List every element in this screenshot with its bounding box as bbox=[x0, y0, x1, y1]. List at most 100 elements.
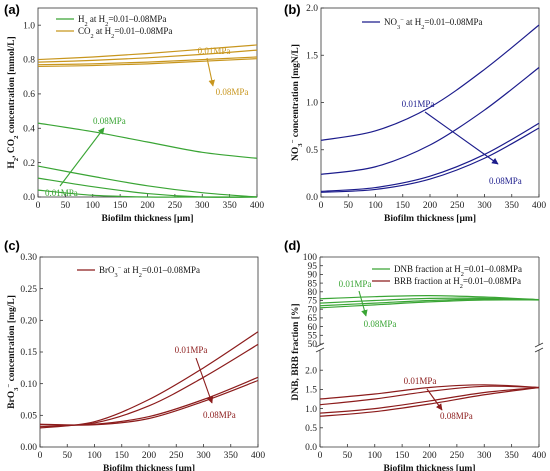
c-ytick-label: 0.05 bbox=[20, 412, 37, 422]
a-series-line-4 bbox=[37, 58, 258, 68]
a-annotation-label-2: 0.08MPa bbox=[216, 87, 249, 97]
b-legend-label-1: NO3− at H2=0.01–0.08MPa bbox=[384, 17, 482, 31]
a-annotation-arrow-1 bbox=[206, 57, 215, 87]
c-annotation-arrow-1 bbox=[195, 357, 214, 404]
b-ytick-label: 0.5 bbox=[306, 146, 318, 156]
d-bottom-series-line-4 bbox=[319, 386, 540, 417]
panel-c-label: (c) bbox=[4, 238, 20, 253]
a-legend-label-1: H2 at H2=0.01–0.08MPa bbox=[78, 14, 166, 28]
d-xtick-label: 250 bbox=[450, 451, 465, 461]
b-xtick-label: 250 bbox=[450, 201, 465, 211]
b-annotation-arrow-1 bbox=[424, 111, 499, 165]
d-axis-break-mark bbox=[315, 347, 325, 353]
b-series-line-3 bbox=[320, 122, 540, 192]
panel-a-label: (a) bbox=[4, 2, 20, 17]
d-xtick-label: 400 bbox=[532, 451, 547, 461]
d-ytick-label: 1.0 bbox=[305, 405, 317, 415]
a-legend-label-2: CO2 at H2=0.01–0.08MPa bbox=[78, 26, 172, 40]
a-xtick-label: 100 bbox=[86, 201, 101, 211]
b-ytick-label: 2.0 bbox=[306, 4, 318, 14]
panel-b-label: (b) bbox=[284, 2, 301, 17]
d-ytick-label: 65 bbox=[308, 314, 318, 324]
a-series-line-8 bbox=[37, 189, 257, 198]
c-xtick-label: 100 bbox=[87, 451, 102, 461]
d-ytick-label: 85 bbox=[308, 279, 318, 289]
b-y-axis-title: NO3− concentration [mgN/L] bbox=[290, 44, 304, 161]
b-xtick-label: 150 bbox=[396, 201, 411, 211]
a-ytick-label: 0.0 bbox=[23, 193, 35, 203]
d-axis-break-mark bbox=[534, 347, 544, 353]
c-series-line-4 bbox=[39, 379, 259, 426]
c-ytick-label: 0.15 bbox=[20, 348, 37, 358]
d-ytick-label: 0.5 bbox=[305, 424, 317, 434]
c-xtick-label: 400 bbox=[251, 451, 266, 461]
b-xtick-label: 50 bbox=[344, 201, 354, 211]
d-ytick-label: 55 bbox=[308, 332, 318, 342]
d-bottom-series-line-3 bbox=[319, 386, 540, 414]
a-plot-frame bbox=[37, 7, 258, 198]
a-xtick-label: 350 bbox=[223, 201, 238, 211]
b-ytick-label: 0.0 bbox=[306, 193, 318, 203]
d-annotation-label-1: 0.01MPa bbox=[339, 279, 372, 289]
c-xtick-label: 300 bbox=[196, 451, 211, 461]
panel-b-chart: (b) 0.0 0.5 1.0 1.5 2.0 0 50 100 150 200 250 300 350… bbox=[284, 2, 546, 224]
a-annotation-label-1: 0.01MPa bbox=[198, 46, 231, 56]
c-xtick-label: 0 bbox=[38, 451, 43, 461]
a-xtick-label: 250 bbox=[168, 201, 183, 211]
a-ytick-label: 0.2 bbox=[23, 159, 35, 169]
a-annotation-arrow-2 bbox=[59, 127, 105, 187]
d-xtick-label: 0 bbox=[318, 451, 323, 461]
c-xtick-label: 50 bbox=[63, 451, 73, 461]
a-xtick-label: 0 bbox=[36, 201, 41, 211]
d-xtick-label: 100 bbox=[368, 451, 383, 461]
panel-c-chart: (c) 0.00 0.05 0.10 0.15 0.20 0.25 0.30 0 50 100 15… bbox=[4, 238, 265, 471]
b-xtick-label: 0 bbox=[319, 201, 324, 211]
d-top-series-line-1 bbox=[319, 295, 540, 301]
d-x-axis-title: Biofilm thickness [µm] bbox=[383, 464, 475, 471]
a-ytick-label: 0.4 bbox=[23, 124, 35, 134]
b-series-line-4 bbox=[320, 127, 540, 193]
b-xtick-label: 350 bbox=[505, 201, 520, 211]
d-bottom-series-line-1 bbox=[319, 384, 540, 400]
b-x-axis-title: Biofilm thickness [µm] bbox=[384, 214, 476, 224]
d-top-series-line-4 bbox=[319, 299, 540, 309]
d-ytick-label: 95 bbox=[308, 262, 318, 272]
d-ytick-label: 75 bbox=[308, 297, 318, 307]
a-series-line-5 bbox=[37, 122, 258, 159]
d-xtick-label: 300 bbox=[477, 451, 492, 461]
d-bottom-series-line-2 bbox=[319, 385, 540, 406]
c-ytick-label: 0.25 bbox=[20, 285, 37, 295]
a-series-line-6 bbox=[37, 165, 258, 198]
c-xtick-label: 150 bbox=[115, 451, 130, 461]
a-xtick-label: 400 bbox=[250, 201, 265, 211]
b-annotation-label-2: 0.08MPa bbox=[489, 176, 522, 186]
a-series-line-2 bbox=[37, 49, 258, 63]
c-xtick-label: 250 bbox=[169, 451, 184, 461]
b-series-line-2 bbox=[320, 67, 540, 175]
d-ytick-label: 90 bbox=[308, 271, 318, 281]
d-annotation-label-4: 0.08MPa bbox=[440, 411, 473, 421]
d-xtick-label: 50 bbox=[343, 451, 353, 461]
d-xtick-label: 200 bbox=[422, 451, 437, 461]
d-ytick-label: 50 bbox=[308, 340, 318, 350]
d-ytick-label: 80 bbox=[308, 288, 318, 298]
d-annotation-arrow-1 bbox=[358, 290, 368, 317]
d-ytick-label: 2.0 bbox=[305, 366, 317, 376]
b-ytick-label: 1.0 bbox=[306, 99, 318, 109]
c-ytick-label: 0.10 bbox=[20, 380, 37, 390]
a-xtick-label: 50 bbox=[61, 201, 71, 211]
d-xtick-label: 350 bbox=[505, 451, 520, 461]
b-xtick-label: 200 bbox=[423, 201, 438, 211]
d-ytick-label: 0.0 bbox=[305, 443, 317, 453]
panel-d-label: (d) bbox=[284, 238, 301, 253]
a-xtick-label: 200 bbox=[140, 201, 155, 211]
a-y-axis-title: H2, CO2 concentration [mmol/L] bbox=[7, 36, 20, 168]
a-annotation-label-4: 0.01MPa bbox=[45, 188, 78, 198]
d-ytick-label: 100 bbox=[303, 253, 318, 263]
d-ytick-label: 70 bbox=[308, 305, 318, 315]
b-xtick-label: 300 bbox=[477, 201, 492, 211]
c-x-axis-title: Biofilm thickness [µm] bbox=[103, 464, 195, 471]
d-legend-label-1: DNB fraction at H2=0.01–0.08MPa bbox=[394, 264, 522, 278]
a-xtick-label: 300 bbox=[195, 201, 210, 211]
